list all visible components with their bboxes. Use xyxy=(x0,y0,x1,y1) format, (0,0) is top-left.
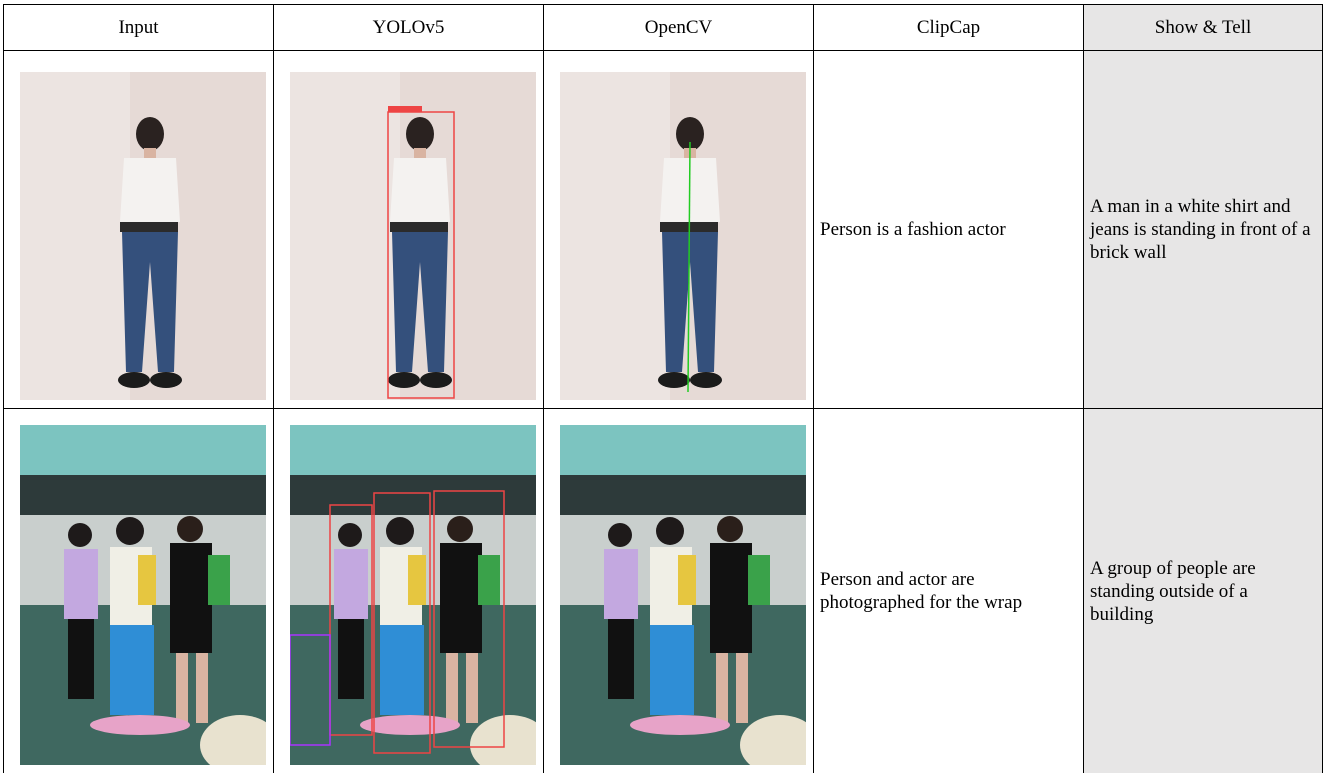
header-cell: Show & Tell xyxy=(1083,4,1323,50)
header-cell: ClipCap xyxy=(813,4,1083,50)
image-cell xyxy=(273,408,543,773)
header-cell: Input xyxy=(3,4,273,50)
caption-cell: A group of people are standing outside o… xyxy=(1083,408,1323,773)
image-cell xyxy=(543,408,813,773)
header-cell: YOLOv5 xyxy=(273,4,543,50)
caption-cell: A man in a white shirt and jeans is stan… xyxy=(1083,50,1323,408)
input-image xyxy=(20,425,266,765)
header-cell: OpenCV xyxy=(543,4,813,50)
image-cell xyxy=(543,50,813,408)
caption-cell: Person is a fashion actor xyxy=(813,50,1083,408)
image-cell xyxy=(273,50,543,408)
image-cell xyxy=(3,408,273,773)
caption-cell: Person and actor are photographed for th… xyxy=(813,408,1083,773)
image-cell xyxy=(3,50,273,408)
yolo-image xyxy=(290,425,536,765)
input-image xyxy=(20,72,266,400)
opencv-image xyxy=(560,72,806,400)
opencv-image xyxy=(560,425,806,765)
yolo-image xyxy=(290,72,536,400)
